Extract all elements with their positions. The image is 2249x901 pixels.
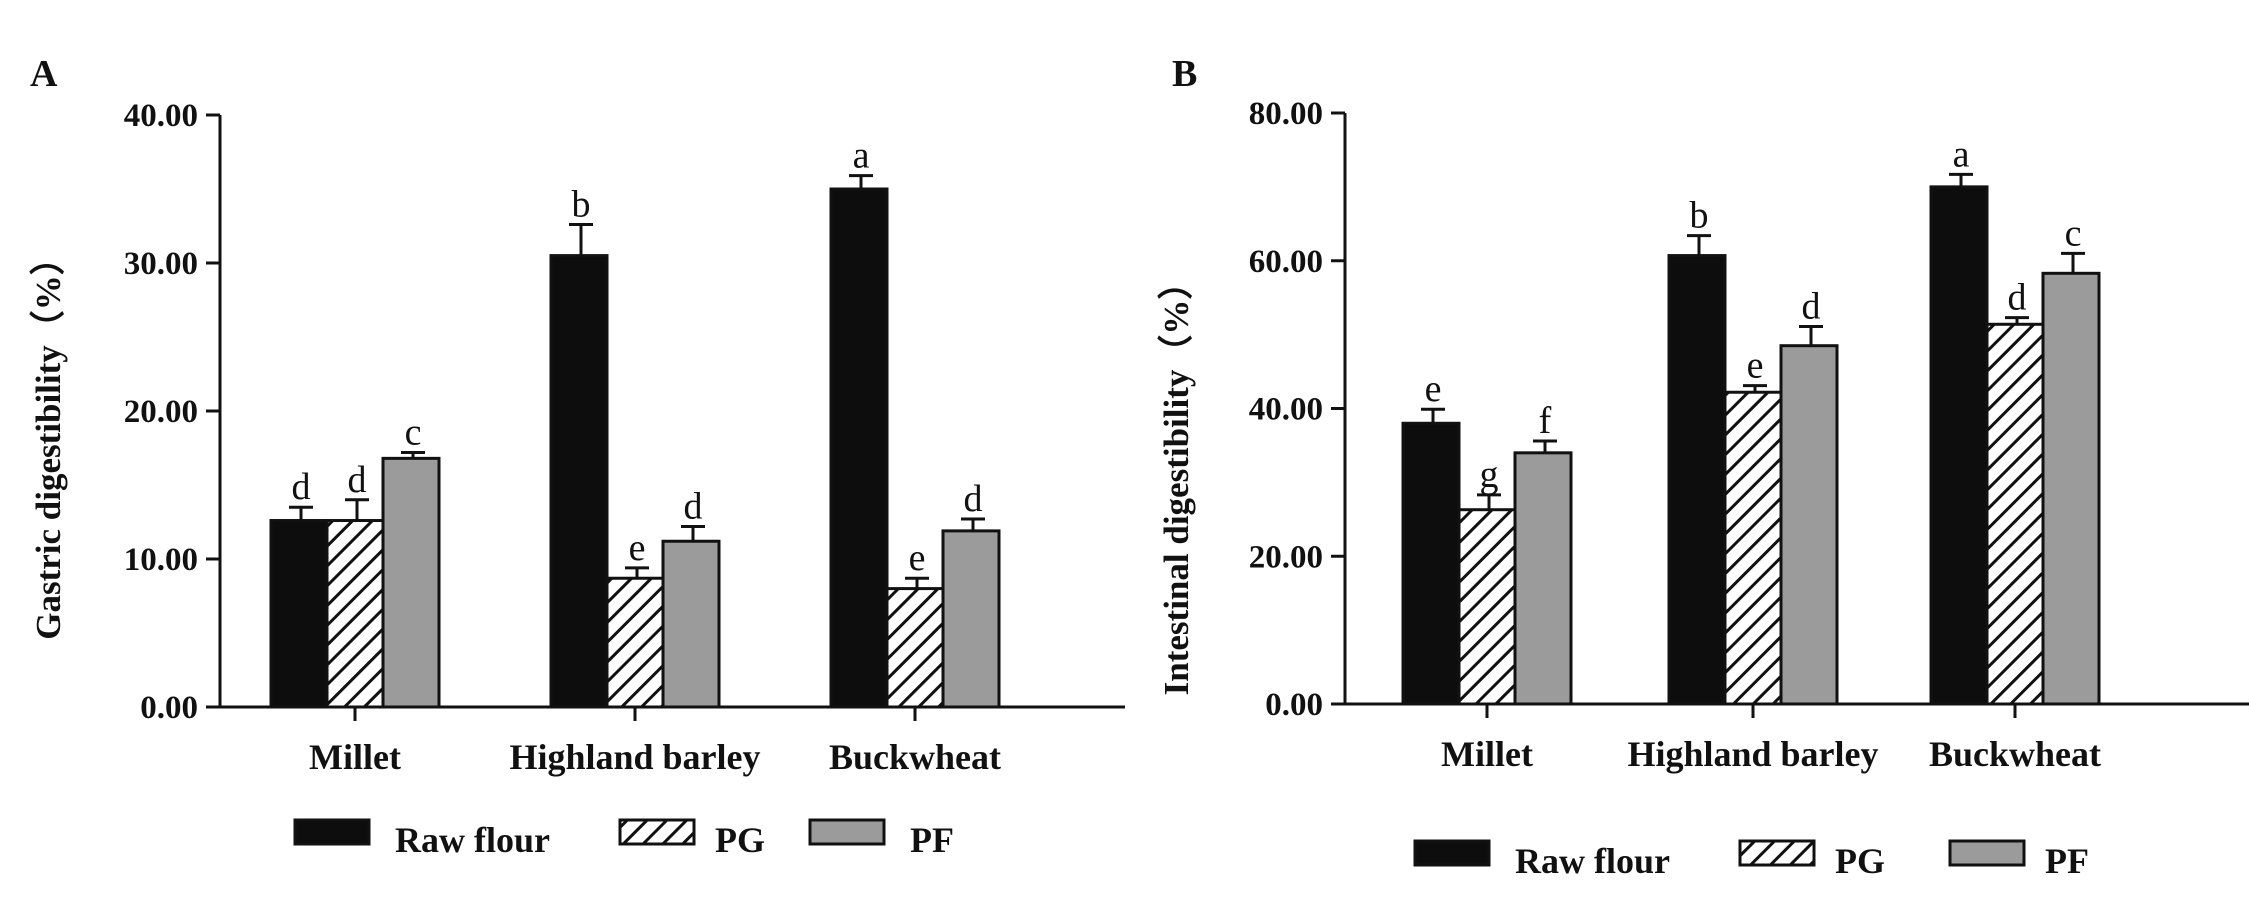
significance-letter: a (1953, 133, 1970, 175)
significance-letter: f (1539, 400, 1552, 442)
y-tick-label: 30.00 (124, 246, 198, 282)
significance-letter: e (1747, 345, 1764, 387)
bar-pg (1457, 508, 1517, 706)
bar-pg (1985, 322, 2045, 706)
bar-raw-flour (1667, 254, 1727, 706)
bar-raw-flour (1401, 421, 1461, 706)
y-tick-label: 40.00 (124, 98, 198, 134)
legend-swatch-pf (808, 818, 886, 846)
bar-pf (941, 529, 1001, 709)
significance-letter: d (964, 478, 983, 520)
legend-label: Raw flour (395, 820, 550, 860)
category-label: Millet (1441, 734, 1533, 774)
legend-label: Raw flour (1515, 841, 1670, 881)
category-label: Buckwheat (1929, 734, 2101, 774)
panel-b-label: B (1172, 53, 1197, 95)
legend-swatch-pg (618, 818, 696, 846)
panel-a-legend: Raw flour PG PF (293, 818, 954, 860)
legend-label: PF (2045, 841, 2089, 881)
legend-label: PF (910, 820, 954, 860)
y-tick-label: 0.00 (1265, 687, 1323, 723)
y-tick-label: 10.00 (124, 542, 198, 578)
significance-letter: d (684, 485, 703, 527)
category-label: Highland barley (509, 737, 760, 777)
bar-raw-flour (549, 254, 609, 709)
significance-letter: c (2065, 212, 2082, 254)
panel-b-category-labels: Millet Highland barley Buckwheat (1441, 734, 2101, 774)
significance-letter: d (292, 466, 311, 508)
panel-b-y-axis-title: Intestinal digestibility（%） (1157, 265, 1196, 696)
panel-a-y-axis-title: Gastric digestibility（%） (29, 240, 68, 640)
y-tick-label: 60.00 (1249, 244, 1323, 280)
bar-pf (381, 456, 441, 709)
significance-letter: b (572, 184, 591, 226)
y-tick-label: 20.00 (124, 394, 198, 430)
category-label: Millet (309, 737, 401, 777)
bar-pf (1513, 451, 1573, 706)
significance-letter: e (909, 537, 926, 579)
bar-pg (885, 587, 945, 709)
panel-a-category-labels: Millet Highland barley Buckwheat (309, 737, 1001, 777)
panel-b-legend: Raw flour PG PF (1413, 839, 2089, 881)
legend-swatch-pg (1738, 839, 1816, 867)
significance-letter: b (1690, 195, 1709, 237)
y-tick-label: 0.00 (140, 690, 198, 726)
bar-pf (2041, 271, 2101, 706)
bar-pf (661, 539, 721, 709)
legend-swatch-raw-flour (293, 818, 371, 846)
bar-raw-flour (1929, 185, 1989, 706)
category-label: Highland barley (1627, 734, 1878, 774)
category-label: Buckwheat (829, 737, 1001, 777)
legend-swatch-pf (1948, 839, 2026, 867)
legend-swatch-raw-flour (1413, 839, 1491, 867)
panel-a-label: A (30, 53, 58, 95)
panel-a-chart: A Gastric digestibility（%） 0.00 10.00 20.0… (29, 53, 1125, 860)
significance-letter: e (1425, 368, 1442, 410)
significance-letter: c (405, 411, 422, 453)
legend-label: PG (1835, 841, 1885, 881)
bar-pg (1723, 390, 1783, 706)
y-tick-label: 40.00 (1249, 392, 1323, 428)
significance-letter: d (348, 459, 367, 501)
significance-letter: e (629, 527, 646, 569)
bar-pg (605, 576, 665, 709)
significance-letter: d (1802, 285, 1821, 327)
y-tick-label: 80.00 (1249, 96, 1323, 132)
panel-b-chart: B Intestinal digestibility（%） 0.00 20.00 4… (1157, 53, 2249, 881)
legend-label: PG (715, 820, 765, 860)
y-tick-label: 20.00 (1249, 539, 1323, 575)
significance-letter: a (853, 135, 870, 177)
bar-raw-flour (269, 519, 329, 709)
bar-raw-flour (829, 187, 889, 709)
bar-pg (325, 519, 385, 709)
bar-pf (1779, 344, 1839, 706)
significance-letter: g (1480, 454, 1499, 496)
significance-letter: d (2008, 277, 2027, 319)
